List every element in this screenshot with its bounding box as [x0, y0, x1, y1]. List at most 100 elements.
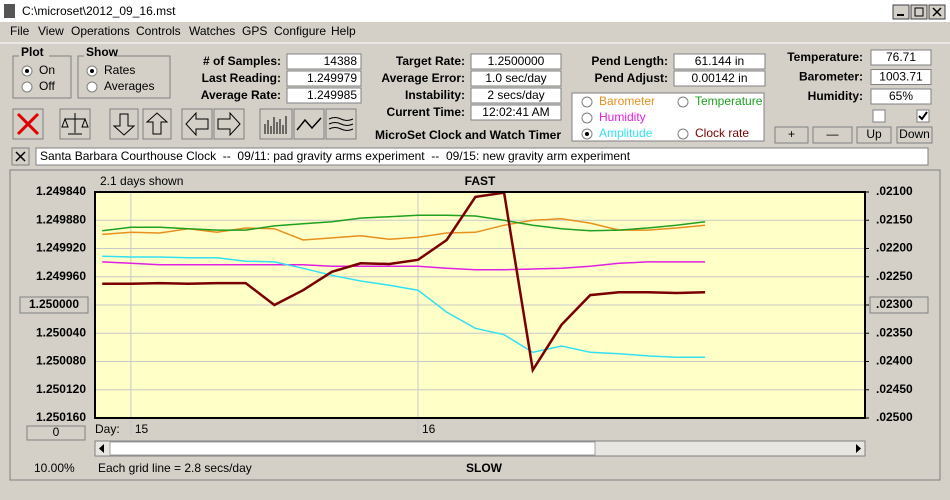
- radio-dot: [585, 132, 589, 136]
- scroll-right[interactable]: [856, 444, 861, 453]
- legend-label[interactable]: Amplitude: [599, 126, 653, 140]
- app-icon: [4, 4, 15, 18]
- left-icon: [185, 111, 209, 137]
- field-box: [470, 104, 562, 121]
- grid-note: Each grid line = 2.8 secs/day: [98, 461, 252, 475]
- scale-button-label: Up: [866, 127, 882, 141]
- field-value: 12:02:41 AM: [482, 105, 549, 119]
- left-button[interactable]: [181, 108, 213, 140]
- y2-tick-label: .02300: [876, 297, 913, 311]
- menu-item[interactable]: Help: [331, 24, 356, 38]
- field-value: 1.2500000: [488, 54, 545, 68]
- y-tick-label: 1.249880: [36, 212, 86, 226]
- field-box: [286, 53, 362, 70]
- y-tick-label: 1.249840: [36, 184, 86, 198]
- group-title: Plot: [21, 45, 44, 59]
- field-value: 1.249985: [307, 88, 357, 102]
- group-title-bg: [19, 47, 49, 59]
- group-title-bg: [84, 47, 114, 59]
- scale-button[interactable]: [774, 126, 809, 144]
- field-value: 61.144 in: [695, 54, 744, 68]
- radio-label[interactable]: Rates: [104, 63, 135, 77]
- scroll-left[interactable]: [99, 444, 104, 453]
- menu-item[interactable]: Operations: [71, 24, 130, 38]
- y2-tick-label: .02150: [876, 212, 913, 226]
- field-label: Temperature:: [787, 50, 863, 64]
- field-label: Average Rate:: [201, 88, 281, 102]
- scale-button-label: Down: [899, 127, 930, 141]
- x-tick-label: 15: [135, 422, 149, 436]
- radio-label[interactable]: Off: [39, 79, 55, 93]
- scale-button[interactable]: [856, 126, 892, 144]
- bars-icon: [264, 116, 287, 134]
- notes-text: Santa Barbara Courthouse Clock -- 09/11:…: [40, 149, 631, 163]
- center-button[interactable]: [19, 296, 89, 314]
- y2-tick-label: .02350: [876, 325, 913, 339]
- y2-tick-label: .02250: [876, 269, 913, 283]
- right-icon: [217, 111, 241, 137]
- close-glyph: [932, 7, 942, 17]
- field-box: [470, 70, 562, 87]
- x-tick-label: 16: [422, 422, 436, 436]
- legend-label[interactable]: Barometer: [599, 94, 655, 108]
- legend-label[interactable]: Clock rate: [695, 126, 749, 140]
- center-button[interactable]: [869, 296, 929, 314]
- slow-label: SLOW: [466, 461, 503, 475]
- menu-item[interactable]: Watches: [189, 24, 235, 38]
- scale-button[interactable]: [896, 126, 933, 144]
- radio[interactable]: [581, 112, 593, 124]
- menu-item[interactable]: Configure: [274, 24, 326, 38]
- radio[interactable]: [21, 81, 33, 93]
- field-value: 76.71: [886, 50, 916, 64]
- scale-button[interactable]: [812, 126, 853, 144]
- radio-label[interactable]: On: [39, 63, 55, 77]
- menu-item[interactable]: File: [10, 24, 30, 38]
- radio[interactable]: [86, 81, 98, 93]
- series-line: [102, 218, 706, 241]
- right-button[interactable]: [213, 108, 245, 140]
- checkbox[interactable]: [872, 109, 886, 123]
- field-label: Target Rate:: [396, 54, 465, 68]
- field-label: Humidity:: [808, 89, 863, 103]
- y2-tick-label: .02450: [876, 382, 913, 396]
- field-value: 1003.71: [879, 70, 923, 84]
- series-line: [102, 191, 706, 374]
- field-label: Current Time:: [387, 105, 465, 119]
- y-tick-label: 1.250000: [29, 297, 79, 311]
- scroll-thumb[interactable]: [109, 441, 596, 456]
- down-icon: [112, 113, 136, 136]
- window-controls: [892, 4, 946, 20]
- radio-label[interactable]: Averages: [104, 79, 154, 93]
- group-title: Show: [86, 45, 119, 59]
- field-label: Last Reading:: [202, 71, 281, 85]
- scale-button-label: +: [788, 127, 795, 141]
- y-tick-label: 1.250120: [36, 382, 86, 396]
- offset-button[interactable]: [26, 425, 86, 441]
- up-icon: [145, 112, 169, 135]
- radio[interactable]: [677, 128, 689, 140]
- field-box: [870, 49, 932, 66]
- x-axis-label: Day:: [95, 422, 120, 436]
- window-title: C:\microset\2012_09_16.mst: [22, 4, 176, 18]
- radio[interactable]: [581, 96, 593, 108]
- legend-label[interactable]: Temperature: [695, 94, 763, 108]
- menu-item[interactable]: View: [38, 24, 64, 38]
- menu-item[interactable]: GPS: [242, 24, 267, 38]
- radio[interactable]: [677, 96, 689, 108]
- minimize-button[interactable]: [892, 4, 910, 20]
- field-label: Pend Adjust:: [594, 71, 668, 85]
- legend-label[interactable]: Humidity: [599, 110, 646, 124]
- field-value: 2 secs/day: [487, 88, 544, 102]
- line-button[interactable]: [293, 108, 325, 140]
- close-notes-icon: [15, 151, 26, 162]
- field-value: 65%: [889, 89, 913, 103]
- field-value: 0.00142 in: [691, 71, 747, 85]
- maximize-button[interactable]: [910, 4, 928, 20]
- field-value: 1.249979: [307, 71, 357, 85]
- y-tick-label: 1.250080: [36, 354, 86, 368]
- menu-item[interactable]: Controls: [136, 24, 181, 38]
- field-value: 1.0 sec/day: [485, 71, 546, 85]
- field-value: 14388: [324, 54, 358, 68]
- notes-box[interactable]: [35, 147, 929, 166]
